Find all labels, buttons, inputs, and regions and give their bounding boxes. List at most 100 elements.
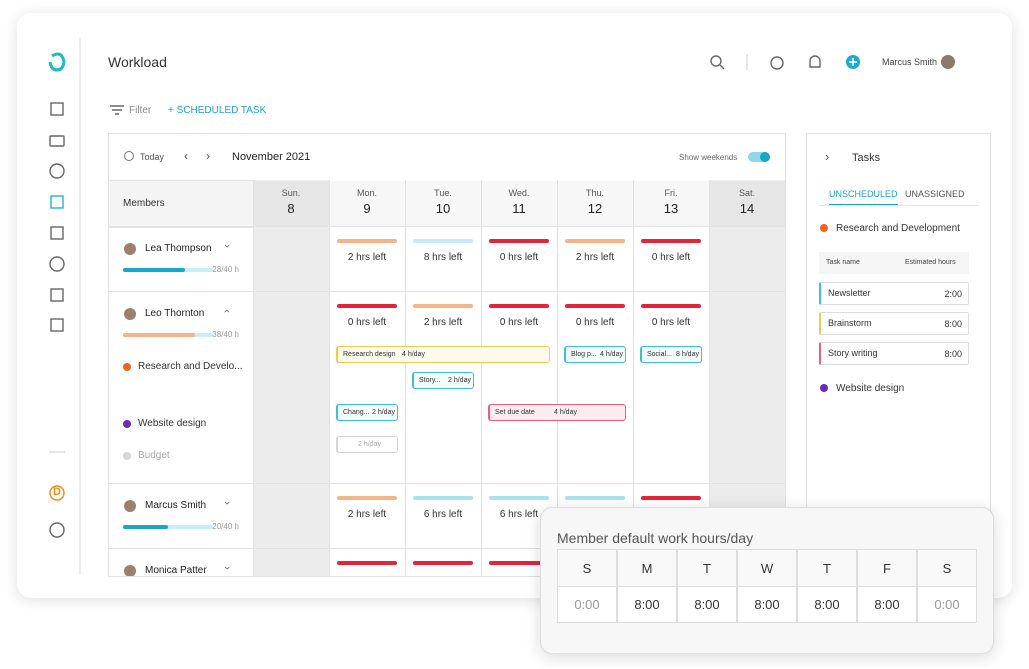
today[interactable]: Today [140, 152, 165, 162]
bell-icon[interactable] [809, 55, 821, 68]
nav-icon[interactable] [50, 102, 64, 116]
day-label: M [641, 561, 653, 576]
task-item[interactable]: Brainstorm 8:00 [819, 312, 969, 335]
hours-cell [737, 586, 797, 623]
hours-value[interactable]: 8:00 [694, 597, 720, 612]
day-cell [617, 549, 677, 587]
capacity-bar [565, 239, 625, 243]
tab[interactable]: UNSCHEDULED [829, 189, 898, 206]
tab-line [819, 205, 979, 206]
filter-icon[interactable] [110, 105, 124, 115]
prev[interactable]: ‹ [184, 149, 188, 163]
day-header-bg [482, 181, 557, 226]
day-date: 10 [435, 201, 451, 216]
project-name[interactable]: Budget [138, 450, 170, 461]
capacity-bar [565, 304, 625, 308]
tab[interactable]: UNASSIGNED [905, 189, 965, 199]
task-bar[interactable]: Blog p... 4 h/day [564, 346, 626, 363]
row-divider [109, 226, 785, 227]
nav-icon[interactable] [50, 226, 64, 240]
next[interactable]: › [206, 149, 210, 163]
task-name: Blog p... [571, 351, 597, 358]
hours-cell [677, 586, 737, 623]
panel-title: Tasks [852, 152, 881, 164]
member-name[interactable]: Leo Thornton [145, 308, 205, 319]
capacity-bar [565, 496, 625, 500]
day-name: Sat. [738, 188, 755, 198]
task-item-name: Story writing [828, 348, 878, 358]
hours-value[interactable]: 8:00 [814, 597, 840, 612]
timer-icon[interactable] [770, 56, 784, 70]
task-bar[interactable]: Social... 8 h/day [640, 346, 702, 363]
hours-left: 0 hrs left [651, 317, 691, 328]
expand-chevron[interactable]: › [220, 244, 233, 248]
project-name[interactable]: Research and Develo... [138, 361, 243, 372]
hours-value[interactable]: 8:00 [634, 597, 660, 612]
task-item[interactable]: Story writing 8:00 [819, 342, 969, 365]
hours-left: 6 hrs left [423, 509, 463, 520]
task-item-hours: 8:00 [944, 349, 962, 359]
task-item-hours: 2:00 [944, 289, 962, 299]
hours-value[interactable]: 0:00 [934, 597, 960, 612]
task-name: Research design [343, 351, 396, 358]
task-name: Social... [647, 351, 672, 358]
user-name[interactable]: Marcus Smith [882, 57, 938, 67]
nav-icon[interactable] [50, 318, 64, 332]
group-dot [820, 224, 828, 232]
day-name: Tue. [434, 188, 452, 198]
hours-left: 0 hrs left [347, 317, 387, 328]
collapse[interactable]: › [825, 149, 830, 164]
capacity-bar [489, 304, 549, 308]
expand-chevron[interactable]: › [220, 566, 233, 570]
capacity-bar [337, 239, 397, 243]
today-icon[interactable] [124, 151, 134, 161]
task-bar[interactable]: Set due date 4 h/day [488, 404, 626, 421]
expand-chevron[interactable]: › [220, 309, 233, 313]
expand-chevron[interactable]: › [220, 501, 233, 505]
row-divider [109, 548, 785, 549]
member-hours: 28/40 h [212, 265, 239, 274]
search-icon[interactable] [710, 55, 722, 67]
task-bar[interactable]: 2 h/day [336, 436, 398, 453]
avatar[interactable] [941, 55, 955, 69]
scheduled-task[interactable]: + SCHEDULED TASK [168, 105, 267, 116]
nav-icon[interactable] [49, 256, 65, 272]
hours-left: 2 hrs left [575, 252, 615, 263]
day-header-bg [558, 181, 633, 226]
nav-icon[interactable] [49, 163, 65, 179]
row-divider [109, 291, 785, 292]
task-bar[interactable]: Story... 2 h/day [412, 372, 474, 389]
nav-icon[interactable] [49, 135, 65, 147]
task-bar[interactable]: Research design 4 h/day [336, 346, 550, 363]
task-item[interactable]: Newsletter 2:00 [819, 282, 969, 305]
calendar: Today ‹ › November 2021 Show weekends Members… [108, 133, 786, 577]
task-item-name: Newsletter [828, 288, 871, 298]
hours-cell [617, 586, 677, 623]
hours-left: 2 hrs left [347, 252, 387, 263]
project-name[interactable]: Website design [138, 418, 207, 429]
nav-icon[interactable] [50, 195, 64, 209]
hours-value[interactable]: 8:00 [874, 597, 900, 612]
filter[interactable]: Filter [129, 105, 152, 116]
hours-left: 2 hrs left [347, 509, 387, 520]
nav-icon[interactable] [50, 288, 64, 302]
group-name[interactable]: Website design [836, 383, 905, 394]
workspace-icon[interactable] [49, 485, 65, 501]
hours-value[interactable]: 0:00 [574, 597, 600, 612]
day-name: Fri. [664, 188, 678, 198]
member-name[interactable]: Monica Patter [145, 565, 207, 576]
group-name[interactable]: Research and Development [836, 223, 960, 234]
capacity-bar [337, 496, 397, 500]
day-name: Thu. [585, 188, 604, 198]
hours-cell [797, 586, 857, 623]
weekend-toggle[interactable] [748, 152, 770, 162]
member-name[interactable]: Lea Thompson [145, 243, 212, 254]
capacity-bar [337, 304, 397, 308]
help-icon[interactable] [49, 522, 65, 538]
hours-value[interactable]: 8:00 [754, 597, 780, 612]
member-name[interactable]: Marcus Smith [145, 500, 207, 511]
logo[interactable] [48, 52, 66, 72]
task-bar[interactable]: Chang... 2 h/day [336, 404, 398, 421]
page-title: Workload [108, 54, 167, 70]
